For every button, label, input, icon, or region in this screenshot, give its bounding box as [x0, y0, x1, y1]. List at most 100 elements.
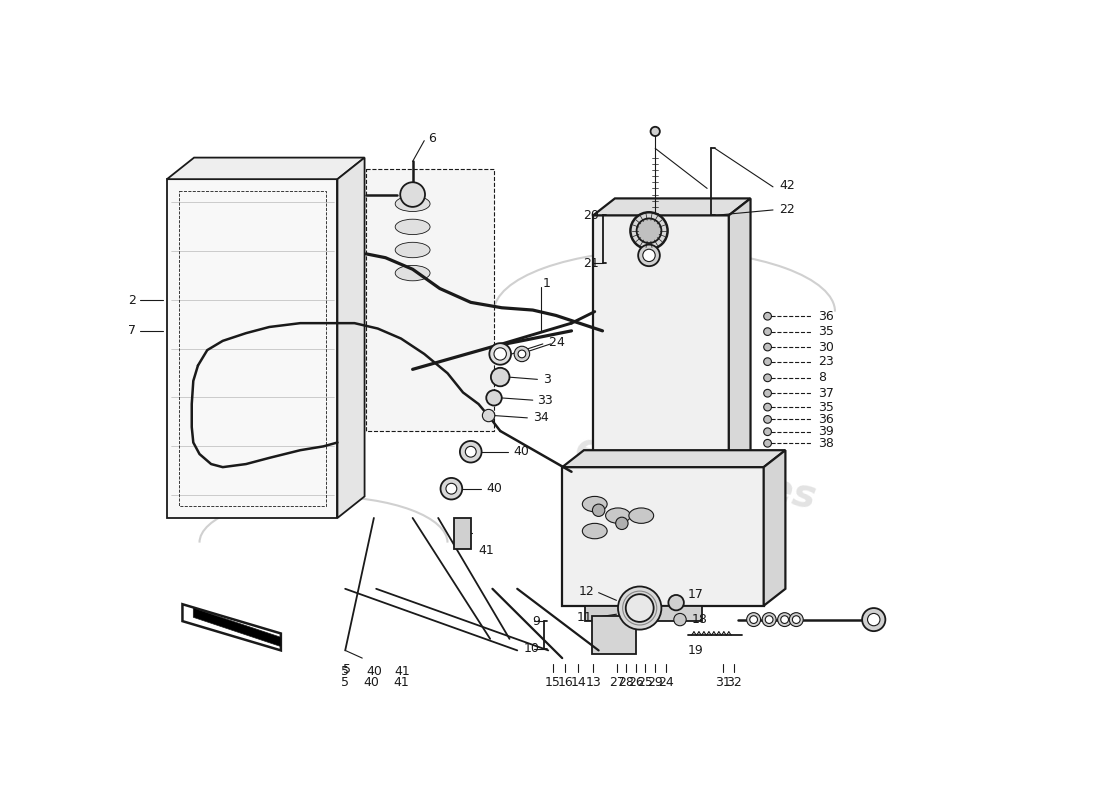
Text: 7: 7 — [128, 324, 136, 338]
Circle shape — [763, 312, 771, 320]
Text: 5: 5 — [341, 676, 349, 690]
Polygon shape — [562, 467, 763, 606]
Ellipse shape — [395, 266, 430, 281]
Polygon shape — [194, 608, 280, 646]
Circle shape — [750, 616, 758, 623]
Circle shape — [790, 613, 803, 626]
Circle shape — [637, 218, 661, 243]
Text: 38: 38 — [818, 437, 834, 450]
Polygon shape — [183, 604, 280, 650]
Circle shape — [642, 250, 656, 262]
Circle shape — [747, 613, 760, 626]
Bar — [593, 616, 636, 654]
Circle shape — [868, 614, 880, 626]
Ellipse shape — [606, 508, 630, 523]
Circle shape — [638, 245, 660, 266]
Text: 2: 2 — [548, 336, 557, 349]
Polygon shape — [593, 198, 750, 215]
Polygon shape — [366, 169, 494, 431]
Text: 8: 8 — [818, 371, 826, 384]
Text: 30: 30 — [818, 341, 834, 354]
Polygon shape — [338, 158, 364, 518]
Polygon shape — [562, 450, 785, 467]
Circle shape — [763, 415, 771, 423]
Bar — [453, 518, 471, 549]
Text: 1: 1 — [542, 277, 551, 290]
Circle shape — [763, 403, 771, 411]
Text: 40: 40 — [364, 676, 380, 690]
Ellipse shape — [582, 496, 607, 512]
Circle shape — [400, 182, 425, 207]
Text: 11: 11 — [576, 610, 593, 624]
Text: 13: 13 — [585, 676, 601, 690]
Text: 6: 6 — [428, 132, 436, 145]
Text: 20: 20 — [583, 209, 598, 222]
Text: 35: 35 — [818, 325, 834, 338]
Circle shape — [486, 390, 502, 406]
Ellipse shape — [629, 508, 653, 523]
Circle shape — [763, 428, 771, 435]
Circle shape — [792, 616, 800, 623]
Text: 16: 16 — [558, 676, 573, 690]
Text: 36: 36 — [818, 413, 834, 426]
Circle shape — [618, 586, 661, 630]
Text: 32: 32 — [726, 676, 742, 690]
Circle shape — [494, 348, 506, 360]
Circle shape — [862, 608, 886, 631]
Circle shape — [650, 126, 660, 136]
Circle shape — [460, 441, 482, 462]
Polygon shape — [763, 450, 785, 606]
Ellipse shape — [395, 242, 430, 258]
Text: 26: 26 — [628, 676, 643, 690]
Circle shape — [763, 328, 771, 335]
Polygon shape — [585, 606, 702, 621]
Text: 34: 34 — [532, 411, 549, 424]
Text: 23: 23 — [818, 355, 834, 368]
Ellipse shape — [395, 196, 430, 211]
Text: 40: 40 — [366, 666, 382, 678]
Circle shape — [766, 616, 773, 623]
Circle shape — [491, 368, 509, 386]
Text: 39: 39 — [818, 426, 834, 438]
Circle shape — [778, 613, 792, 626]
Circle shape — [763, 358, 771, 366]
Text: 10: 10 — [524, 642, 540, 655]
Text: 15: 15 — [544, 676, 561, 690]
Circle shape — [593, 504, 605, 517]
Circle shape — [490, 343, 512, 365]
Circle shape — [763, 390, 771, 397]
Circle shape — [674, 614, 686, 626]
Text: 3: 3 — [542, 373, 551, 386]
Polygon shape — [729, 198, 750, 470]
Bar — [178, 190, 326, 506]
Text: 5: 5 — [341, 666, 349, 678]
Circle shape — [446, 483, 456, 494]
Text: 2: 2 — [128, 294, 136, 306]
Text: 29: 29 — [647, 676, 663, 690]
Ellipse shape — [582, 523, 607, 538]
Circle shape — [763, 343, 771, 351]
Text: 14: 14 — [571, 676, 586, 690]
Text: 40: 40 — [486, 482, 502, 495]
Text: 36: 36 — [818, 310, 834, 322]
Text: 9: 9 — [532, 614, 540, 628]
Text: 18: 18 — [692, 613, 707, 626]
Text: 31: 31 — [715, 676, 732, 690]
Circle shape — [518, 350, 526, 358]
Text: 42: 42 — [779, 179, 795, 192]
Text: 24: 24 — [658, 676, 674, 690]
Text: 25: 25 — [637, 676, 653, 690]
Circle shape — [763, 374, 771, 382]
Text: 19: 19 — [688, 644, 703, 657]
Circle shape — [465, 446, 476, 457]
Text: 4: 4 — [557, 336, 564, 349]
Circle shape — [781, 616, 789, 623]
Text: 41: 41 — [395, 666, 410, 678]
Text: 33: 33 — [538, 394, 553, 406]
Circle shape — [763, 439, 771, 447]
Text: 5: 5 — [343, 663, 351, 676]
Polygon shape — [167, 158, 364, 179]
Circle shape — [483, 410, 495, 422]
Text: 37: 37 — [818, 386, 834, 400]
Circle shape — [626, 594, 653, 622]
